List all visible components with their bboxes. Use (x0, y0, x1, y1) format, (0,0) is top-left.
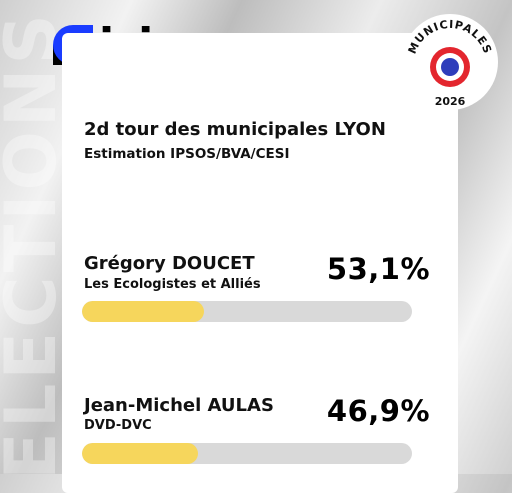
result-bar-track (82, 443, 412, 464)
candidate-percent: 53,1% (326, 252, 430, 286)
background-watermark: ÉLECTIONS (0, 10, 72, 480)
result-bar-track (82, 301, 412, 322)
candidate-name: Jean-Michel AULAS (84, 395, 274, 416)
candidate-name: Grégory DOUCET (84, 253, 255, 274)
badge-year: 2026 (435, 95, 466, 108)
candidate-percent: 46,9% (326, 394, 430, 428)
municipales-2026-badge: MUNICIPALES 2026 (400, 12, 500, 112)
results-card: 2d tour des municipales LYON Estimation … (62, 33, 458, 493)
results-title: 2d tour des municipales LYON (84, 119, 386, 140)
result-bar-fill (82, 443, 198, 464)
result-bar-fill (82, 301, 205, 322)
cockade-blue-center (441, 58, 459, 76)
results-subtitle: Estimation IPSOS/BVA/CESI (84, 146, 290, 162)
candidate-party: DVD-DVC (84, 418, 152, 433)
candidate-party: Les Ecologistes et Alliés (84, 277, 261, 292)
